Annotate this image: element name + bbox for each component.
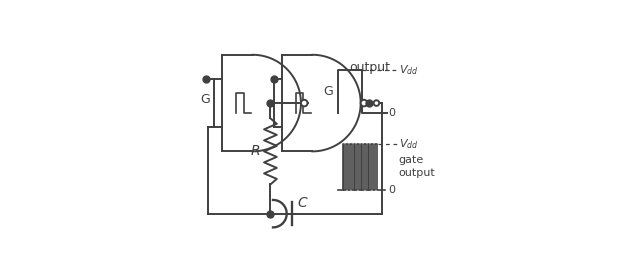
Text: 0: 0 — [388, 108, 396, 118]
Text: 0: 0 — [388, 185, 396, 195]
Circle shape — [301, 100, 308, 106]
Text: gate: gate — [399, 155, 424, 165]
Circle shape — [374, 100, 380, 106]
Text: G: G — [323, 85, 333, 98]
Text: C: C — [298, 197, 307, 210]
Text: output: output — [399, 168, 436, 178]
Circle shape — [361, 100, 367, 106]
Text: $V_{dd}$: $V_{dd}$ — [399, 63, 419, 77]
Text: output: output — [349, 61, 390, 74]
Text: R: R — [250, 144, 260, 158]
Text: G: G — [201, 93, 211, 106]
Text: $V_{dd}$: $V_{dd}$ — [399, 137, 419, 151]
